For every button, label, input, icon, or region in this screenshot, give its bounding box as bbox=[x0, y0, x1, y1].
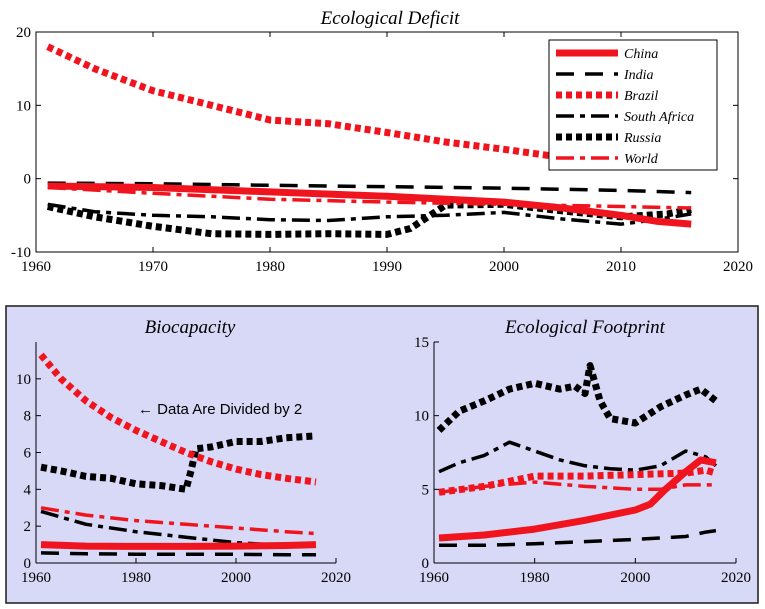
x-tick-label: 1980 bbox=[121, 570, 151, 586]
chart-title: Ecological Footprint bbox=[504, 317, 666, 338]
y-tick-label: -10 bbox=[11, 245, 31, 261]
series-china bbox=[438, 456, 717, 542]
series-india bbox=[40, 551, 316, 557]
x-tick-label: 1990 bbox=[372, 259, 402, 275]
series-south-africa bbox=[47, 202, 692, 226]
series-china bbox=[47, 182, 692, 228]
series-south-africa bbox=[438, 440, 718, 474]
y-tick-label: 0 bbox=[422, 556, 430, 572]
annotation-divided-by-2: ← Data Are Divided by 2 bbox=[138, 401, 302, 418]
biocapacity-chart: Biocapacity 1960 1980 2000 2020 0 2 4 6 8 10 ← Da… bbox=[16, 317, 351, 586]
legend-box bbox=[548, 39, 718, 171]
x-tick-label: 1970 bbox=[138, 259, 168, 275]
series-layer bbox=[436, 362, 719, 548]
x-tick-label: 2000 bbox=[221, 570, 251, 586]
tick-layer: 1960 1980 2000 2020 0 5 10 15 bbox=[414, 335, 751, 586]
series-brazil bbox=[438, 466, 717, 496]
tick-layer: 1960 1970 1980 1990 2000 2010 2020 -10 0 10 20 bbox=[11, 25, 753, 275]
legend-label: World bbox=[624, 152, 659, 167]
series-world bbox=[40, 506, 317, 536]
x-tick-label: 1980 bbox=[255, 259, 285, 275]
y-tick-label: 6 bbox=[24, 446, 32, 462]
legend-label: Brazil bbox=[624, 89, 658, 104]
x-tick-label: 1960 bbox=[21, 570, 51, 586]
y-tick-label: 10 bbox=[414, 409, 429, 425]
y-tick-label: 5 bbox=[422, 482, 430, 498]
x-tick-label: 2020 bbox=[321, 570, 351, 586]
x-tick-label: 1980 bbox=[520, 570, 550, 586]
y-tick-label: 20 bbox=[16, 25, 31, 41]
y-tick-label: 8 bbox=[24, 409, 32, 425]
series-china bbox=[40, 541, 317, 550]
legend-label: South Africa bbox=[624, 110, 694, 125]
legend: China India Brazil South Africa Russia W… bbox=[548, 39, 718, 171]
legend-entry-brazil: Brazil bbox=[556, 89, 658, 104]
chart-title: Biocapacity bbox=[145, 317, 236, 338]
x-tick-label: 2000 bbox=[620, 570, 650, 586]
series-india bbox=[439, 528, 717, 548]
y-tick-label: 10 bbox=[16, 372, 31, 388]
legend-label: Russia bbox=[623, 131, 661, 146]
y-tick-label: 0 bbox=[24, 556, 32, 572]
x-tick-label: 2020 bbox=[721, 570, 751, 586]
legend-entry-world: World bbox=[556, 152, 659, 167]
y-tick-label: 2 bbox=[24, 519, 32, 535]
series-world bbox=[47, 185, 692, 210]
legend-entry-india: India bbox=[556, 68, 654, 83]
chart-title: Ecological Deficit bbox=[320, 8, 460, 29]
y-tick-label: 0 bbox=[24, 172, 32, 188]
legend-label: India bbox=[623, 68, 654, 83]
y-tick-label: 4 bbox=[24, 482, 32, 498]
x-tick-label: 2010 bbox=[606, 259, 636, 275]
legend-label: China bbox=[624, 47, 658, 62]
x-tick-label: 2020 bbox=[723, 259, 753, 275]
series-layer bbox=[38, 352, 317, 557]
tick-layer: 1960 1980 2000 2020 0 2 4 6 8 10 bbox=[16, 372, 351, 586]
series-russia bbox=[40, 432, 317, 493]
legend-entry-south-africa: South Africa bbox=[556, 110, 694, 125]
legend-entry-russia: Russia bbox=[556, 131, 661, 146]
y-tick-label: 15 bbox=[414, 335, 429, 351]
series-brazil bbox=[46, 43, 622, 168]
bottom-panel-background bbox=[5, 305, 759, 604]
series-brazil bbox=[38, 352, 317, 486]
x-tick-label: 1960 bbox=[419, 570, 449, 586]
legend-entry-china: China bbox=[556, 47, 658, 62]
ecological-footprint-chart: Ecological Footprint 1960 1980 2000 2020051… bbox=[414, 317, 751, 586]
ecological-deficit-chart: Ecological Deficit 1960 1970 1980 1990 2000 2… bbox=[11, 8, 753, 275]
x-tick-label: 1960 bbox=[21, 259, 51, 275]
y-tick-label: 10 bbox=[16, 98, 31, 114]
x-tick-label: 2000 bbox=[489, 259, 519, 275]
series-layer bbox=[46, 43, 692, 238]
